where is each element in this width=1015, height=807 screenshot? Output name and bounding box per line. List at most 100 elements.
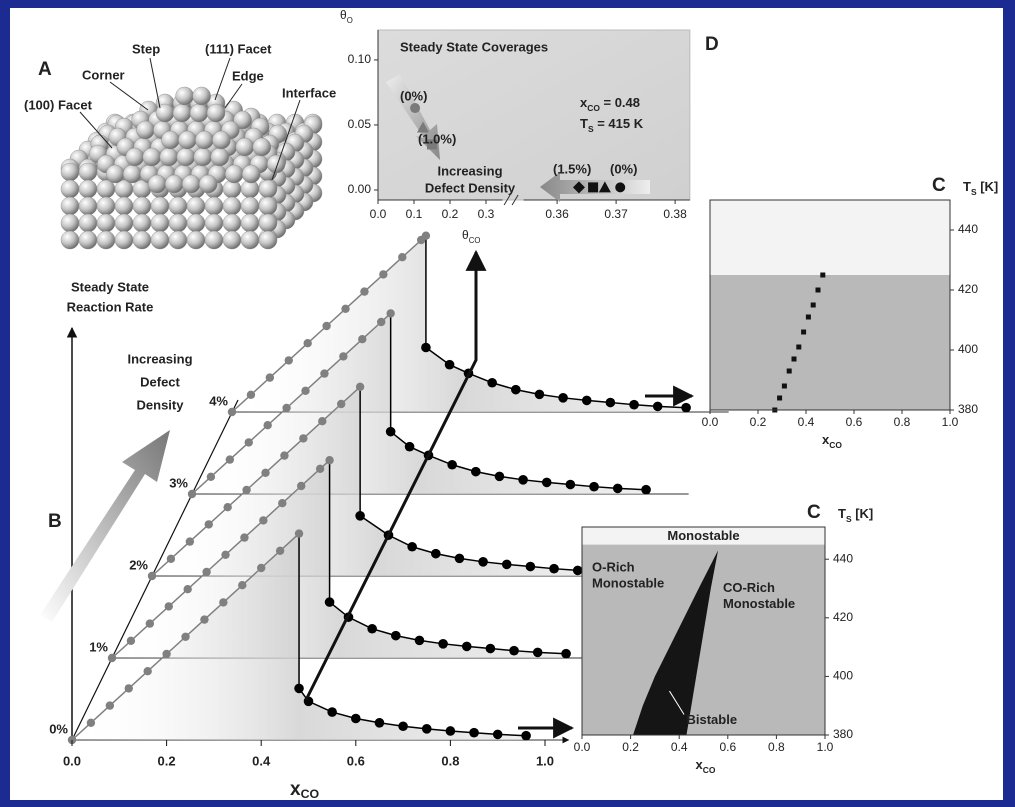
atom xyxy=(156,104,174,122)
upper-point xyxy=(207,473,215,481)
upper-point xyxy=(125,684,133,692)
annotation: Density xyxy=(137,397,185,412)
x-tick-label: 0.37 xyxy=(604,207,628,221)
lower-point xyxy=(325,597,335,607)
upper-point xyxy=(301,387,309,395)
upper-point xyxy=(280,451,288,459)
atom xyxy=(187,231,205,249)
lower-point xyxy=(606,398,616,408)
text-rest: = 415 K xyxy=(594,116,644,131)
boundary-point xyxy=(792,357,797,362)
atom xyxy=(241,197,259,215)
label: Interface xyxy=(282,85,336,100)
panel-letter: C xyxy=(932,175,946,196)
x-tick-label: 0.3 xyxy=(478,207,495,221)
upper-point xyxy=(259,516,267,524)
x-tick-label: 0.0 xyxy=(370,207,387,221)
upper-point xyxy=(341,305,349,313)
atom xyxy=(187,197,205,215)
y-tick-label: 420 xyxy=(833,610,853,624)
lower-point xyxy=(455,554,465,564)
lower-point xyxy=(558,393,568,403)
text-main: T xyxy=(963,179,971,194)
upper-point xyxy=(377,318,385,326)
upper-point xyxy=(226,455,234,463)
text-rest: [K] xyxy=(852,506,874,521)
upper-point xyxy=(238,581,246,589)
atom xyxy=(259,214,277,232)
text-main: T xyxy=(580,116,588,131)
upper-point xyxy=(379,270,387,278)
upper-point xyxy=(219,598,227,606)
y-tick-label: 440 xyxy=(958,222,978,236)
lower-point xyxy=(681,403,691,413)
upper-point xyxy=(106,701,114,709)
lower-point xyxy=(421,343,431,353)
text-main: T xyxy=(838,506,846,521)
point-label: (1.0%) xyxy=(418,131,456,146)
atom xyxy=(241,231,259,249)
upper-point xyxy=(299,434,307,442)
atom xyxy=(61,163,79,181)
atom xyxy=(176,87,194,105)
atom xyxy=(151,197,169,215)
upper-point xyxy=(358,335,366,343)
region-label: O-Rich xyxy=(592,559,635,574)
upper-point xyxy=(188,490,196,498)
atom xyxy=(97,231,115,249)
lower-point xyxy=(391,631,401,641)
upper-point xyxy=(146,619,154,627)
atom xyxy=(211,148,229,166)
upper-point xyxy=(221,551,229,559)
lower-point xyxy=(521,731,531,741)
text-sub: CO xyxy=(301,787,320,801)
atom xyxy=(267,155,285,173)
upper-point xyxy=(386,309,394,317)
atom xyxy=(259,180,277,198)
lower-point xyxy=(386,427,396,437)
region-label: Monostable xyxy=(667,528,739,543)
lower-point xyxy=(613,484,623,494)
atom xyxy=(169,231,187,249)
text-sub: CO xyxy=(469,236,481,245)
atom xyxy=(61,197,79,215)
point-label: (1.5%) xyxy=(553,161,591,176)
atom xyxy=(253,138,271,156)
upper-point xyxy=(318,417,326,425)
panel-letter: D xyxy=(705,34,719,55)
lower-point xyxy=(641,485,651,495)
x-tick-label: 0.4 xyxy=(671,740,688,754)
region-label: Monostable xyxy=(592,575,664,590)
atom xyxy=(199,175,217,193)
upper-point xyxy=(282,404,290,412)
upper-point xyxy=(181,633,189,641)
upper-point xyxy=(337,400,345,408)
atom xyxy=(173,104,191,122)
upper-point xyxy=(356,383,364,391)
upper-point xyxy=(242,486,250,494)
region xyxy=(710,275,950,410)
annotation: Increasing xyxy=(127,351,192,366)
atom xyxy=(212,131,230,149)
y-tick-label: 380 xyxy=(833,727,853,741)
upper-point xyxy=(316,465,324,473)
atom xyxy=(169,197,187,215)
lower-point xyxy=(535,390,545,400)
lower-point xyxy=(566,480,576,490)
atom xyxy=(133,197,151,215)
label: (111) Facet xyxy=(205,41,272,56)
atom xyxy=(79,163,97,181)
upper-point xyxy=(422,232,430,240)
region-label: CO-Rich xyxy=(723,580,775,595)
chart-title: Steady State Coverages xyxy=(400,39,548,54)
atom xyxy=(194,148,212,166)
series-label: 2% xyxy=(129,557,148,572)
upper-point xyxy=(285,356,293,364)
upper-point xyxy=(202,568,210,576)
lower-point xyxy=(405,442,415,452)
lower-point xyxy=(478,557,488,567)
atom xyxy=(177,148,195,166)
atom xyxy=(193,87,211,105)
x-tick-label: 0.0 xyxy=(702,415,719,429)
atom xyxy=(241,214,259,232)
